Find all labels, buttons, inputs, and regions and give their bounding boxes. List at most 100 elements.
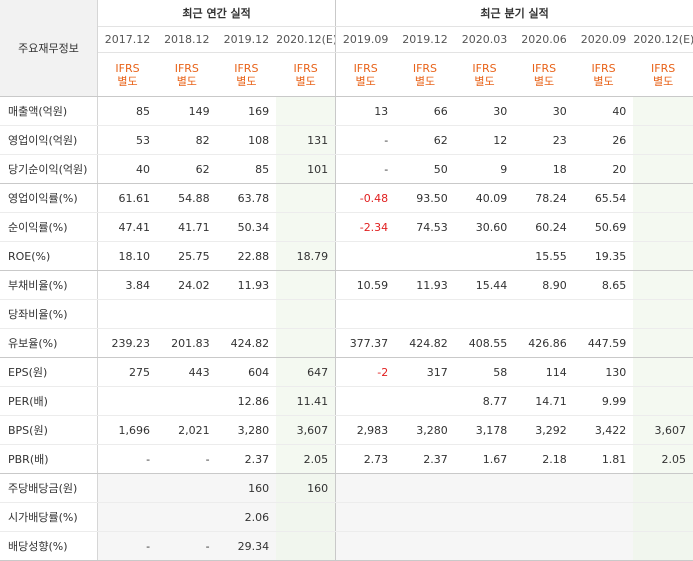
table-cell: 25.75 — [157, 241, 217, 271]
table-cell: 24.02 — [157, 270, 217, 300]
table-cell: 2.06 — [216, 502, 277, 532]
table-cell: 2.18 — [514, 444, 574, 474]
ifrs-label: IFRS — [651, 61, 676, 75]
table-cell — [454, 473, 515, 503]
table-cell: 54.88 — [157, 183, 217, 213]
table-row: PBR(배) - -2.37 2.05 2.73 2.37 1.67 2.18 1.81 2.05 — [0, 444, 693, 474]
table-cell — [454, 531, 515, 561]
ifrs-label: IFRS — [591, 61, 616, 75]
row-label: BPS(원) — [0, 415, 99, 445]
annual-title: 최근 연간 실적 — [97, 0, 337, 27]
table-cell: 160 — [216, 473, 277, 503]
table-cell: 85 — [216, 154, 277, 184]
table-cell: 447.59 — [573, 328, 634, 358]
table-row: PER(배) 12.86 11.41 8.77 14.71 9.99 — [0, 386, 693, 416]
table-cell — [276, 96, 337, 126]
table-cell: 101 — [276, 154, 337, 184]
table-cell: 19.35 — [573, 241, 634, 271]
table-cell: 13 — [335, 96, 396, 126]
table-cell: 63.78 — [216, 183, 277, 213]
separate-label: 별도 — [117, 74, 138, 88]
table-cell: 2.05 — [633, 444, 693, 474]
table-row: 부채비율(%) 3.84 24.02 11.93 10.59 11.93 15.44 8.90… — [0, 270, 693, 300]
row-label: 주당배당금(원) — [0, 473, 99, 503]
table-cell: - — [97, 444, 158, 474]
table-cell: 239.23 — [97, 328, 158, 358]
row-label: 순이익률(%) — [0, 212, 99, 242]
table-cell: 317 — [395, 357, 455, 387]
table-cell: 65.54 — [573, 183, 634, 213]
table-cell: - — [97, 531, 158, 561]
row-label: 시가배당률(%) — [0, 502, 99, 532]
period-header: 2019.09 — [335, 26, 396, 53]
table-cell: 604 — [216, 357, 277, 387]
table-cell — [633, 270, 693, 300]
table-cell — [633, 154, 693, 184]
ifrs-label: IFRS — [353, 61, 378, 75]
table-cell: 377.37 — [335, 328, 396, 358]
table-cell: 50.69 — [573, 212, 634, 242]
table-cell: 2.37 — [216, 444, 277, 474]
table-cell — [395, 299, 455, 329]
separate-label: 별도 — [176, 74, 197, 88]
row-label: 당좌비율(%) — [0, 299, 99, 329]
period-header-row: 2017.12 2018.12 2019.12 2020.12(E) 2019.09 20… — [0, 26, 693, 53]
table-cell: 8.77 — [454, 386, 515, 416]
accounting-standard-header: IFRS 별도 — [335, 52, 396, 97]
table-cell — [395, 531, 455, 561]
table-cell: 3,607 — [633, 415, 693, 445]
accounting-standard-header: IFRS 별도 — [395, 52, 455, 97]
table-cell — [633, 473, 693, 503]
table-cell — [573, 502, 634, 532]
row-label: ROE(%) — [0, 241, 99, 271]
table-cell: 15.44 — [454, 270, 515, 300]
table-cell — [276, 270, 337, 300]
row-label: PBR(배) — [0, 444, 99, 474]
table-cell — [157, 502, 217, 532]
table-cell — [454, 502, 515, 532]
table-row: EPS(원) 275 443 604 647 -2 317 58 114 130 — [0, 357, 693, 387]
table-row: 당좌비율(%) — [0, 299, 693, 329]
accounting-standard-header: IFRS 별도 — [633, 52, 693, 97]
table-cell: 61.61 — [97, 183, 158, 213]
table-cell: 26 — [573, 125, 634, 155]
table-row: 순이익률(%) 47.41 41.71 50.34 -2.34 74.53 30.60 60.… — [0, 212, 693, 242]
period-header: 2020.12(E) — [633, 26, 693, 53]
table-cell — [97, 386, 158, 416]
table-cell — [395, 241, 455, 271]
table-cell: 47.41 — [97, 212, 158, 242]
row-label: 당기순이익(억원) — [0, 154, 99, 184]
table-cell: 149 — [157, 96, 217, 126]
row-label: 영업이익률(%) — [0, 183, 99, 213]
table-cell — [633, 299, 693, 329]
table-cell — [335, 531, 396, 561]
table-cell — [633, 502, 693, 532]
table-cell — [276, 328, 337, 358]
table-cell: 40 — [573, 96, 634, 126]
table-cell: 93.50 — [395, 183, 455, 213]
table-cell — [276, 502, 337, 532]
table-cell: 201.83 — [157, 328, 217, 358]
table-cell: 2,021 — [157, 415, 217, 445]
table-cell — [573, 531, 634, 561]
row-label: 배당성향(%) — [0, 531, 99, 561]
separate-label: 별도 — [355, 74, 376, 88]
table-cell: 2,983 — [335, 415, 396, 445]
table-cell: 12.86 — [216, 386, 277, 416]
table-cell: 2.37 — [395, 444, 455, 474]
table-cell: 58 — [454, 357, 515, 387]
accounting-standard-header: IFRS 별도 — [514, 52, 574, 97]
table-cell — [335, 241, 396, 271]
table-cell — [157, 386, 217, 416]
table-cell: - — [335, 154, 396, 184]
table-cell: 14.71 — [514, 386, 574, 416]
table-cell: 66 — [395, 96, 455, 126]
table-cell: 131 — [276, 125, 337, 155]
table-row: 시가배당률(%) 2.06 — [0, 502, 693, 532]
table-cell — [276, 212, 337, 242]
table-cell: - — [335, 125, 396, 155]
row-label: EPS(원) — [0, 357, 99, 387]
table-cell — [633, 328, 693, 358]
table-cell — [573, 299, 634, 329]
table-cell: 108 — [216, 125, 277, 155]
